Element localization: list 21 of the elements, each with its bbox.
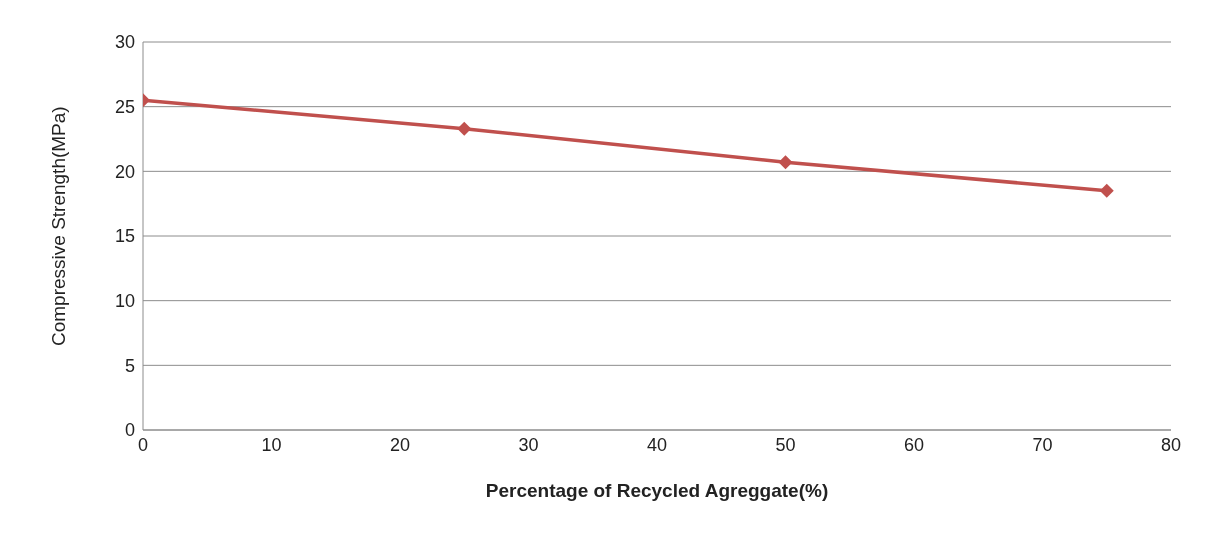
point bbox=[1099, 183, 1114, 198]
y-tick-label: 15 bbox=[114, 226, 135, 247]
y-tick-label: 10 bbox=[114, 291, 135, 312]
x-tick-label: 80 bbox=[1160, 434, 1182, 455]
y-tick-label: 20 bbox=[114, 161, 135, 182]
x-tick-label: 60 bbox=[903, 434, 925, 455]
x-axis-title: Percentage of Recycled Agreggate(%) bbox=[485, 480, 829, 501]
x-tick-label: 40 bbox=[646, 434, 668, 455]
x-tick-label: 30 bbox=[518, 434, 539, 455]
x-tick-label: 50 bbox=[775, 434, 796, 455]
x-tick-label: 20 bbox=[389, 434, 411, 455]
x-tick-label: 10 bbox=[261, 434, 282, 455]
y-tick-label: 25 bbox=[114, 97, 135, 118]
x-tick-label: 0 bbox=[137, 434, 149, 455]
y-tick-label: 0 bbox=[124, 420, 135, 441]
x-tick-label: 70 bbox=[1032, 434, 1053, 455]
point bbox=[778, 155, 793, 170]
y-axis-title: Compressive Strength(MPa) bbox=[47, 106, 69, 346]
point bbox=[457, 121, 472, 136]
y-tick-label: 5 bbox=[124, 355, 135, 376]
y-tick-label: 30 bbox=[114, 32, 135, 53]
